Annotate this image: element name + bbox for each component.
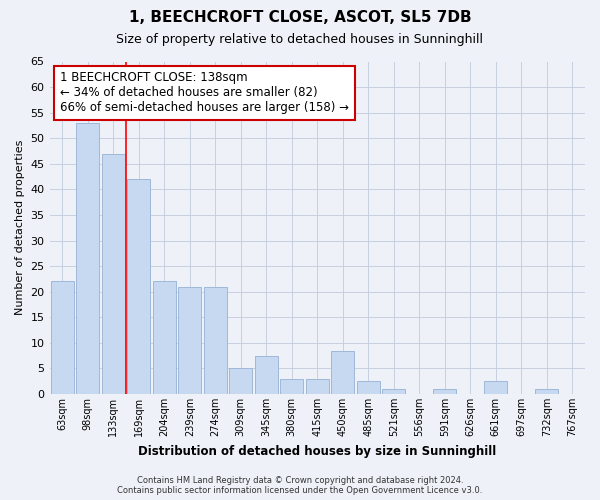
Bar [76,123,99,394]
Bar [178,286,201,394]
Text: 1 BEECHCROFT CLOSE: 138sqm
← 34% of detached houses are smaller (82)
66% of semi: 1 BEECHCROFT CLOSE: 138sqm ← 34% of deta… [60,72,349,114]
Bar [255,356,278,394]
X-axis label: Distribution of detached houses by size in Sunninghill: Distribution of detached houses by size … [138,444,496,458]
Bar [204,286,227,394]
Bar [102,154,125,394]
Bar [280,378,303,394]
Y-axis label: Number of detached properties: Number of detached properties [15,140,25,316]
Bar [127,179,150,394]
Bar [357,381,380,394]
Text: Contains HM Land Registry data © Crown copyright and database right 2024.
Contai: Contains HM Land Registry data © Crown c… [118,476,482,495]
Text: 1, BEECHCROFT CLOSE, ASCOT, SL5 7DB: 1, BEECHCROFT CLOSE, ASCOT, SL5 7DB [128,10,472,25]
Bar [51,282,74,394]
Bar [382,389,405,394]
Bar [153,282,176,394]
Text: Size of property relative to detached houses in Sunninghill: Size of property relative to detached ho… [116,32,484,46]
Bar [535,389,558,394]
Bar [484,381,507,394]
Bar [229,368,252,394]
Bar [433,389,456,394]
Bar [306,378,329,394]
Bar [331,350,354,394]
